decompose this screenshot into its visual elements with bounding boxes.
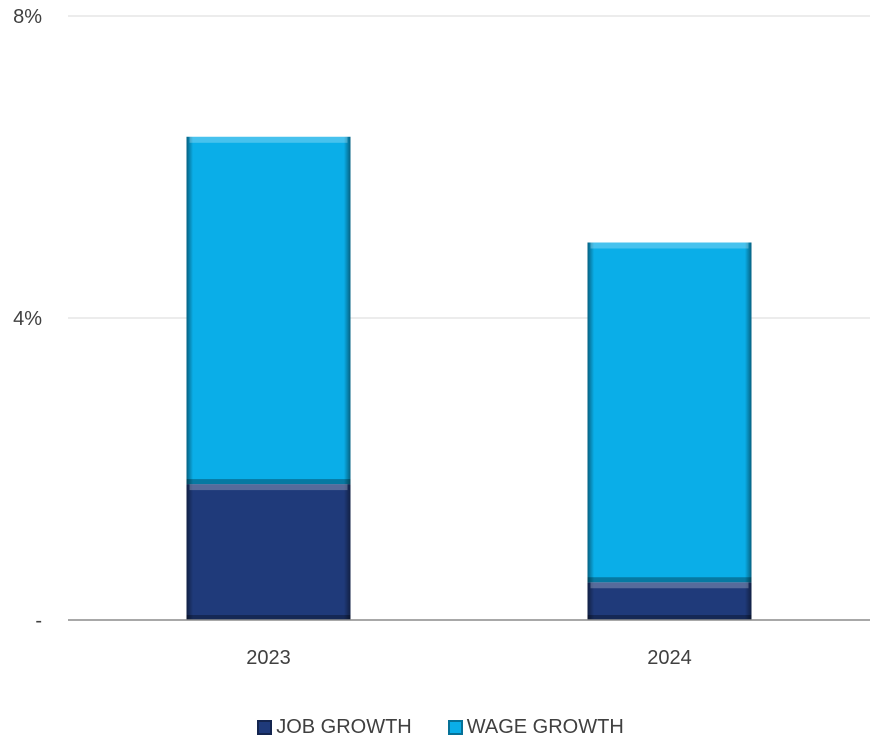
y-tick-label: - [35, 610, 42, 632]
y-tick-label: 4% [13, 308, 42, 330]
legend-swatch [257, 720, 273, 735]
bar-top-highlight [189, 484, 348, 491]
y-axis-ticks: - 4% 8% [13, 6, 42, 632]
bar-top-highlight [590, 582, 749, 589]
bar-bevel-shade [186, 484, 351, 620]
bar-bottom-shadow [587, 577, 752, 583]
legend: JOB GROWTH WAGE GROWTH [0, 716, 881, 739]
legend-item-job-growth: JOB GROWTH [257, 716, 412, 739]
legend-label: WAGE GROWTH [466, 716, 624, 738]
bar-job-growth-2023 [186, 484, 351, 620]
x-tick-label: 2024 [647, 647, 692, 669]
stacked-bar-chart: - 4% 8% 2023 2024 [13, 6, 870, 669]
bar-job-growth-2024 [587, 582, 752, 620]
legend-swatch [447, 720, 463, 735]
bar-bottom-shadow [587, 615, 752, 620]
bar-bottom-shadow [186, 615, 351, 620]
bar-bevel-shade [587, 582, 752, 620]
bar-bottom-shadow [186, 479, 351, 485]
legend-item-wage-growth: WAGE GROWTH [447, 716, 624, 739]
x-axis-ticks: 2023 2024 [246, 647, 692, 669]
legend-label: JOB GROWTH [276, 716, 412, 738]
bar-bevel-shade [587, 242, 752, 583]
x-tick-label: 2023 [246, 647, 291, 669]
bar-wage-growth-2024 [587, 242, 752, 583]
bars [186, 136, 752, 620]
bar-bevel-shade [186, 136, 351, 485]
y-tick-label: 8% [13, 6, 42, 28]
bar-top-highlight [590, 242, 749, 249]
bar-wage-growth-2023 [186, 136, 351, 485]
bar-top-highlight [189, 136, 348, 143]
